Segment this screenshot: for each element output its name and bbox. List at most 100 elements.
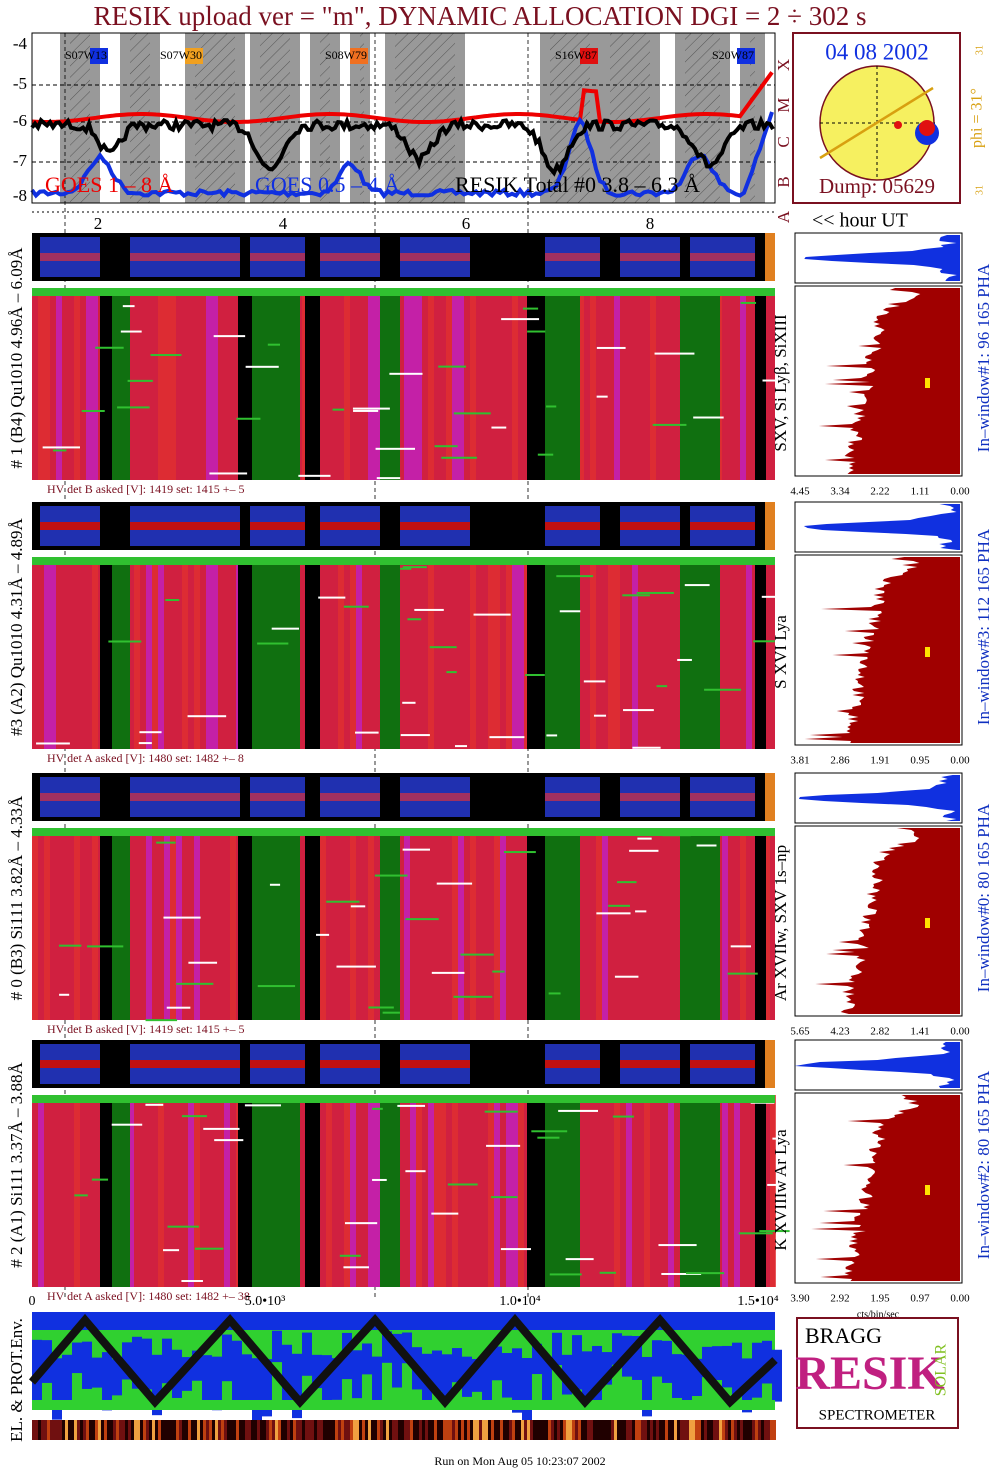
spec-speck bbox=[612, 1115, 634, 1118]
sun-scale: 31 bbox=[974, 185, 985, 195]
region-label: S07W13 bbox=[65, 48, 107, 62]
spec-speck bbox=[339, 1254, 361, 1257]
spec-speck bbox=[203, 1127, 240, 1130]
env-bar-cell bbox=[230, 1420, 233, 1440]
env-bar-cell bbox=[647, 1420, 650, 1440]
spec-speck bbox=[537, 453, 554, 456]
goes-frame bbox=[31, 32, 776, 204]
env-bar-cell bbox=[65, 1420, 68, 1440]
footer: Run on Mon Aug 05 10:23:07 2002 bbox=[434, 1454, 605, 1468]
env-bar-cell bbox=[620, 1420, 623, 1440]
spec-col bbox=[734, 1095, 740, 1287]
strip-line bbox=[400, 522, 470, 530]
env-bar-cell bbox=[245, 1420, 248, 1440]
env-bar-cell bbox=[740, 1420, 743, 1440]
env-bar-cell bbox=[542, 1420, 545, 1440]
line-label: K XVIIIw Ar Lya bbox=[771, 1129, 790, 1251]
env-bar-cell bbox=[473, 1420, 476, 1440]
spec-speck bbox=[402, 566, 427, 569]
spec-col bbox=[404, 828, 410, 1020]
spec-edge bbox=[32, 557, 775, 565]
spec-speck bbox=[635, 910, 647, 913]
spec-speck bbox=[316, 933, 330, 936]
spec-speck bbox=[623, 709, 654, 712]
spec-col bbox=[182, 557, 188, 749]
spec-speck bbox=[537, 1136, 560, 1139]
spec-black bbox=[100, 288, 112, 480]
env-bar-cell bbox=[101, 1420, 104, 1440]
spec-col bbox=[596, 828, 602, 1020]
spec-col bbox=[470, 828, 476, 1020]
env-bar-cell bbox=[518, 1420, 521, 1440]
spec-col bbox=[134, 557, 140, 749]
env-bar-cell bbox=[485, 1420, 488, 1440]
pha-tick-label: 1.41 bbox=[910, 1026, 929, 1038]
env-blue-blob bbox=[212, 1356, 222, 1411]
pha-marker bbox=[925, 918, 930, 928]
pha-marker bbox=[925, 1185, 930, 1195]
spec-speck bbox=[614, 975, 639, 978]
spec-speck bbox=[629, 849, 659, 852]
spot bbox=[919, 120, 935, 136]
spec-speck bbox=[565, 1258, 594, 1261]
env-bar-cell bbox=[500, 1420, 503, 1440]
spec-speck bbox=[402, 848, 430, 851]
logo-frame bbox=[796, 1317, 959, 1429]
spec-col bbox=[86, 288, 92, 480]
sun-dump: Dump: 05629 bbox=[819, 174, 935, 198]
env-blue-blob bbox=[452, 1348, 462, 1383]
spec-col bbox=[488, 1095, 494, 1287]
env-bar-cell bbox=[380, 1420, 383, 1440]
spec-green bbox=[380, 828, 400, 1020]
window-label: In–window#2: 80 165 PHA bbox=[974, 1070, 993, 1259]
spec-col bbox=[44, 828, 50, 1020]
env-blue-blob bbox=[352, 1350, 362, 1399]
spec-col bbox=[764, 828, 770, 1020]
env-bar-cell bbox=[773, 1420, 776, 1440]
spec-speck bbox=[407, 618, 422, 621]
spec-black bbox=[755, 288, 766, 480]
env-blue-blob bbox=[232, 1340, 242, 1404]
pha-tick-label: 0.00 bbox=[950, 755, 970, 767]
env-bar-cell bbox=[365, 1420, 368, 1440]
env-bar-cell bbox=[416, 1420, 419, 1440]
env-blue-blob bbox=[382, 1331, 392, 1363]
spec-col bbox=[428, 288, 434, 480]
env-bar-cell bbox=[320, 1420, 323, 1440]
strip-line bbox=[250, 253, 305, 261]
pha-tick-label: 2.22 bbox=[870, 486, 889, 498]
env-bar-cell bbox=[269, 1420, 272, 1440]
env-bar-cell bbox=[680, 1420, 683, 1440]
spec-col bbox=[650, 288, 656, 480]
hour-tick-label: 8 bbox=[646, 214, 655, 233]
env-blue-blob bbox=[102, 1352, 112, 1411]
pha-tick-label: 0.95 bbox=[910, 755, 930, 767]
env-blue-blob bbox=[372, 1356, 382, 1410]
pha-marker bbox=[925, 378, 930, 388]
env-blue-blob bbox=[522, 1358, 532, 1422]
strip-line bbox=[40, 522, 100, 530]
env-bar-cell bbox=[521, 1420, 524, 1440]
spec-col bbox=[146, 828, 152, 1020]
spec-speck bbox=[156, 841, 176, 844]
strip-line bbox=[250, 793, 305, 801]
spec-speck bbox=[355, 731, 379, 734]
env-bar-cell bbox=[653, 1420, 656, 1440]
spec-col bbox=[404, 288, 410, 480]
spec-speck bbox=[434, 445, 458, 448]
env-bar-cell bbox=[650, 1420, 653, 1440]
spec-col bbox=[350, 828, 356, 1020]
spec-speck bbox=[693, 416, 724, 419]
spec-speck bbox=[267, 343, 281, 346]
env-bar-cell bbox=[668, 1420, 671, 1440]
spec-speck bbox=[447, 1183, 478, 1186]
spec-speck bbox=[740, 301, 757, 304]
env-bar-cell bbox=[641, 1420, 644, 1440]
spec-speck bbox=[298, 474, 331, 477]
env-bar-cell bbox=[725, 1420, 728, 1440]
pha-marker bbox=[925, 647, 930, 657]
spec-col bbox=[38, 288, 44, 480]
spec-speck bbox=[438, 365, 467, 368]
detector-label: #3 (A2) Qu1010 4.31Å – 4.89Å bbox=[7, 517, 26, 735]
env-blue-blob bbox=[242, 1354, 252, 1404]
